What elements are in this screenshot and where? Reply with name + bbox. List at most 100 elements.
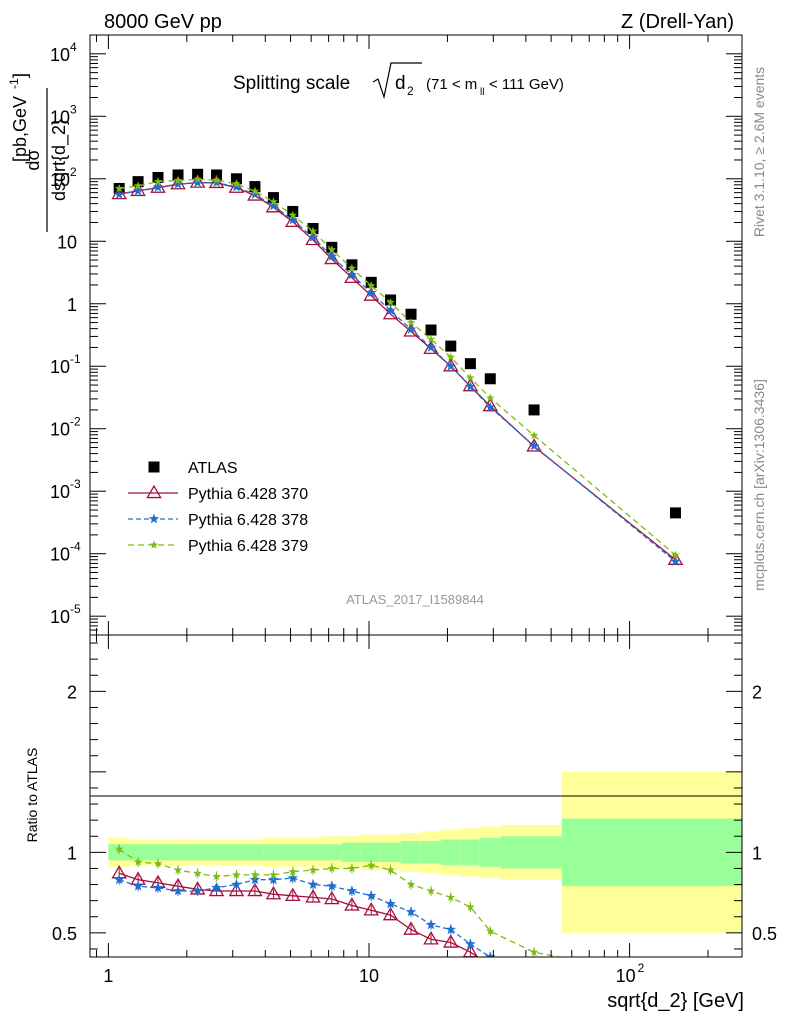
data-point-data xyxy=(425,324,437,336)
data-point-p379 xyxy=(308,226,318,235)
title-var: d xyxy=(395,73,406,94)
data-point-p378 xyxy=(231,181,242,192)
ratio-point-p379 xyxy=(529,947,539,956)
data-point-p379 xyxy=(386,297,395,307)
ratio-point-p378 xyxy=(385,898,396,909)
ratio-series xyxy=(111,844,563,975)
top-ylabel: dσ dsqrt{d_2} xyxy=(23,88,70,232)
data-point-p370 xyxy=(462,377,479,392)
ylabel-denominator: dsqrt{d_2} xyxy=(49,119,70,201)
data-point-p370 xyxy=(285,213,301,227)
band-inner-bin xyxy=(380,842,401,863)
y-tick-label: 10 2 xyxy=(50,165,77,190)
band-inner-bin xyxy=(168,844,187,861)
legend-label-p379: Pythia 6.428 379 xyxy=(188,538,308,555)
data-point-p379 xyxy=(347,263,357,272)
top-ylabel-unit: [pb,GeV -1 ] xyxy=(7,73,30,162)
axis-ticks xyxy=(90,34,742,957)
ratio-point-p379 xyxy=(367,860,376,869)
data-point-data xyxy=(464,358,476,370)
ratio-point-p370 xyxy=(208,882,225,897)
data-point-p379 xyxy=(466,373,475,382)
band-inner-bin xyxy=(186,844,208,861)
band-inner-bin xyxy=(321,844,343,861)
ratio-y-tick-label: 0.5 xyxy=(52,924,77,944)
ratio-point-p370 xyxy=(344,897,360,911)
title-text: Splitting scale xyxy=(233,73,350,94)
ylabel-unit: [pb,GeV xyxy=(10,96,30,162)
data-point-p379 xyxy=(288,210,298,219)
data-point-p370 xyxy=(324,250,340,265)
data-point-p379 xyxy=(426,334,436,343)
ratio-point-p378 xyxy=(485,951,496,957)
y-tick-label-exp: -1 xyxy=(70,352,81,366)
data-point-p379 xyxy=(173,176,183,185)
band-inner-bin xyxy=(207,844,227,861)
process-label: Z (Drell-Yan) xyxy=(621,11,734,33)
legend-label-data: ATLAS xyxy=(188,460,238,477)
data-point-p370 xyxy=(305,231,321,246)
ratio-point-p379 xyxy=(153,859,163,868)
data-point-p379 xyxy=(133,181,143,190)
y-tick-label: 10 -1 xyxy=(50,352,81,377)
y-tick-label: 1 xyxy=(67,295,77,315)
data-point-data xyxy=(230,173,242,185)
ratio-point-p378 xyxy=(405,906,417,917)
data-point-p378 xyxy=(366,287,377,298)
y-tick-label-base: 10 xyxy=(50,545,70,565)
ratio-line-p378 xyxy=(118,877,493,957)
band-inner-bin xyxy=(263,844,283,861)
y-tick-label-base: 10 xyxy=(50,357,70,377)
ratio-point-p378 xyxy=(113,874,125,885)
data-point-p379 xyxy=(269,197,278,206)
x-tick-label-exp: 2 xyxy=(638,961,645,975)
ratio-point-p370 xyxy=(363,902,380,916)
ratio-y-tick-label-right: 2 xyxy=(752,682,762,702)
ratio-point-p370 xyxy=(285,887,301,902)
data-point-p379 xyxy=(671,550,680,559)
series-line-p378 xyxy=(119,181,676,563)
band-inner-bin xyxy=(500,836,562,869)
ratio-point-p370 xyxy=(247,882,263,897)
ratio-point-p370 xyxy=(443,934,459,948)
ratio-point-p379 xyxy=(406,880,416,889)
ratio-point-p370 xyxy=(403,921,419,935)
y-tick-label: 10 3 xyxy=(50,102,77,127)
data-point-data xyxy=(172,169,184,181)
data-point-p378 xyxy=(670,556,681,566)
x-tick-label-base: 10 xyxy=(359,966,379,986)
ratio-point-p379 xyxy=(250,870,260,879)
ratio-point-p370 xyxy=(527,963,540,975)
data-point-p370 xyxy=(265,198,282,213)
ratio-point-p378 xyxy=(287,872,298,883)
data-point-p370 xyxy=(423,340,439,355)
main-series xyxy=(111,168,684,566)
data-point-p378 xyxy=(249,189,261,199)
bottom-ylabel: Ratio to ATLAS xyxy=(24,748,40,843)
ratio-point-p379 xyxy=(486,926,495,935)
ratio-point-p370 xyxy=(423,930,439,945)
ratio-point-p378 xyxy=(152,882,164,893)
band-inner-bin xyxy=(245,844,264,861)
y-tick-label-exp: -2 xyxy=(70,415,81,429)
data-point-p378 xyxy=(346,269,358,280)
ratio-point-p379 xyxy=(347,864,357,873)
title-range: (71 < m xyxy=(426,76,477,93)
ratio-point-p378 xyxy=(465,938,476,949)
band-inner-bin xyxy=(226,844,246,861)
ratio-point-p379 xyxy=(212,872,221,881)
y-tick-label-base: 10 xyxy=(50,607,70,627)
x-tick-label-base: 1 xyxy=(103,966,113,986)
ratio-y-tick-label: 2 xyxy=(67,682,77,702)
data-point-p379 xyxy=(153,177,163,186)
band-inner-bin xyxy=(129,844,147,861)
data-point-p370 xyxy=(482,397,499,412)
ylabel-numerator: dσ xyxy=(23,149,43,170)
band-inner-bin xyxy=(342,842,361,863)
ratio-point-p379 xyxy=(446,892,456,902)
ratio-point-p379 xyxy=(114,844,124,853)
plot-title: Splitting scale d 2 (71 < m ll < 111 GeV… xyxy=(233,62,564,100)
data-point-p370 xyxy=(363,287,380,301)
